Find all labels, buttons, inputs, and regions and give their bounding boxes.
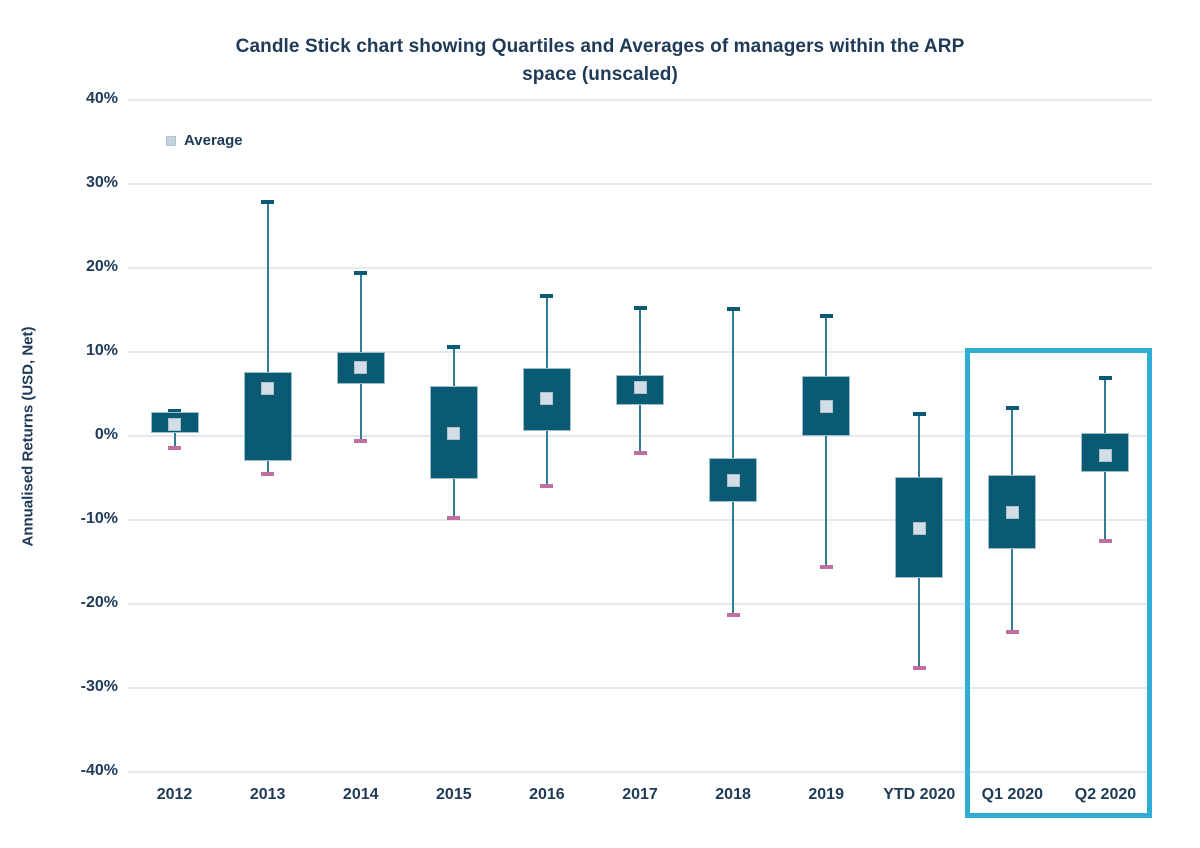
gridline--20 bbox=[128, 603, 1152, 605]
whisker-line bbox=[825, 315, 828, 568]
y-tick-label: -20% bbox=[80, 594, 118, 611]
y-tick-label: 0% bbox=[94, 426, 118, 443]
x-label-2013: 2013 bbox=[249, 786, 286, 803]
gridline-40 bbox=[128, 99, 1152, 101]
whisker-low-cap bbox=[1005, 629, 1019, 634]
whisker-high-cap bbox=[726, 307, 740, 312]
highlight-box-2020-quarters bbox=[965, 348, 1152, 818]
y-tick-label: -10% bbox=[80, 510, 118, 527]
whisker-low-cap bbox=[354, 439, 368, 444]
y-tick-label: 40% bbox=[85, 90, 118, 107]
gridline-30 bbox=[128, 183, 1152, 185]
chart-title: Candle Stick chart showing Quartiles and… bbox=[235, 36, 965, 85]
whisker-high-cap bbox=[912, 412, 926, 417]
whisker-low-cap bbox=[726, 612, 740, 617]
legend-label: Average bbox=[184, 132, 243, 149]
whisker-low-cap bbox=[819, 565, 833, 570]
quartile-box-2013 bbox=[243, 372, 292, 462]
gridline-20 bbox=[128, 267, 1152, 269]
whisker-low-cap bbox=[447, 516, 461, 521]
average-marker bbox=[168, 417, 182, 431]
gridline--30 bbox=[128, 687, 1152, 689]
whisker-high-cap bbox=[261, 199, 275, 204]
x-label-2016: 2016 bbox=[529, 786, 565, 803]
legend: Average bbox=[166, 132, 243, 149]
whisker-high-cap bbox=[168, 408, 182, 413]
gridline--40 bbox=[128, 771, 1152, 773]
average-marker bbox=[633, 380, 647, 394]
average-marker bbox=[1098, 448, 1112, 462]
whisker-high-cap bbox=[354, 271, 368, 276]
quartile-box-2018 bbox=[709, 457, 758, 503]
x-label-2012: 2012 bbox=[156, 786, 193, 803]
x-label-2015: 2015 bbox=[436, 786, 472, 803]
average-marker bbox=[261, 382, 275, 396]
whisker-high-cap bbox=[633, 305, 647, 310]
whisker-high-cap bbox=[819, 314, 833, 319]
x-label-2019: 2019 bbox=[808, 786, 844, 803]
whisker-high-cap bbox=[1005, 405, 1019, 410]
x-label-2017: 2017 bbox=[622, 786, 658, 803]
x-label-2014: 2014 bbox=[342, 786, 379, 803]
average-legend-marker-icon bbox=[166, 135, 176, 146]
x-label-2018: 2018 bbox=[715, 786, 751, 803]
quartile-box-2019 bbox=[802, 376, 851, 436]
whisker-high-cap bbox=[540, 293, 554, 298]
average-marker bbox=[1005, 505, 1019, 519]
whisker-high-cap bbox=[1098, 376, 1112, 381]
y-tick-label: -40% bbox=[80, 762, 118, 779]
y-tick-label: -30% bbox=[80, 678, 118, 695]
y-tick-label: 10% bbox=[85, 342, 118, 359]
average-marker bbox=[354, 361, 368, 375]
whisker-low-cap bbox=[633, 450, 647, 455]
whisker-high-cap bbox=[447, 345, 461, 350]
whisker-low-cap bbox=[912, 665, 926, 670]
average-marker bbox=[447, 426, 461, 440]
whisker-line bbox=[266, 200, 269, 474]
x-label-q1-2020: Q1 2020 bbox=[981, 786, 1044, 803]
whisker-low-cap bbox=[261, 471, 275, 476]
x-label-q2-2020: Q2 2020 bbox=[1074, 786, 1137, 803]
y-tick-label: 30% bbox=[85, 174, 118, 191]
average-marker bbox=[540, 391, 554, 405]
average-marker bbox=[912, 521, 926, 535]
average-marker bbox=[726, 474, 740, 488]
whisker-low-cap bbox=[1098, 539, 1112, 543]
average-marker bbox=[819, 400, 833, 414]
whisker-low-cap bbox=[540, 483, 554, 488]
whisker-low-cap bbox=[168, 445, 182, 450]
y-tick-label: 20% bbox=[85, 258, 118, 275]
gridline--10 bbox=[128, 519, 1152, 521]
x-label-ytd-2020: YTD 2020 bbox=[883, 786, 956, 803]
